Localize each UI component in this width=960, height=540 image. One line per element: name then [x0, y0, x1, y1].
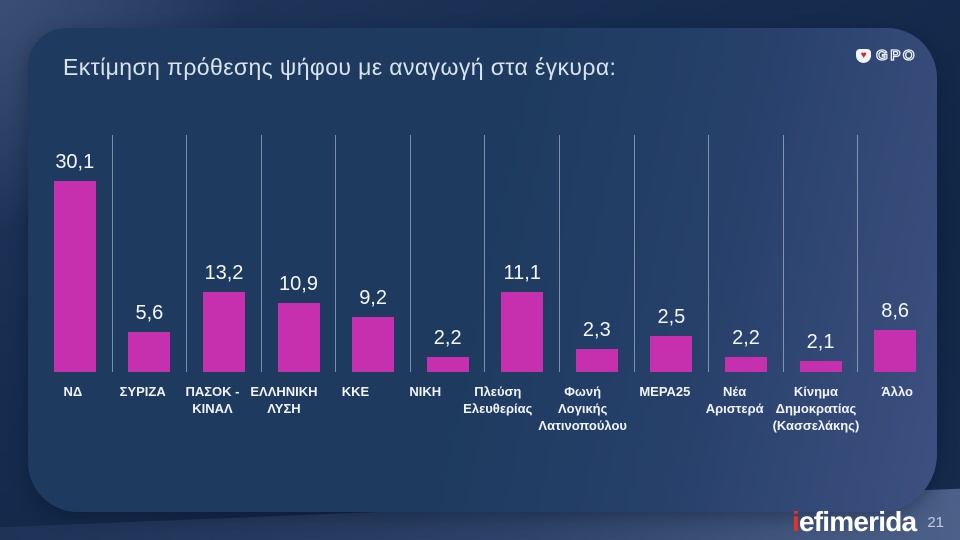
- chart-column: 30,1: [38, 135, 112, 372]
- category-label: ΠΑΣΟΚ - ΚΙΝΑΛ: [185, 384, 240, 416]
- page-number: 21: [927, 513, 944, 531]
- chart-column: 2,2: [409, 135, 485, 372]
- bar: [277, 303, 320, 372]
- bar-value-label: 10,9: [279, 273, 318, 295]
- bar: [650, 336, 693, 372]
- page-title: Εκτίμηση πρόθεσης ψήφου με αναγωγή στα έ…: [63, 54, 617, 80]
- bar: [352, 317, 395, 372]
- bar: [128, 332, 171, 372]
- chart-column: 9,2: [335, 135, 410, 372]
- bar-value-label: 30,1: [55, 151, 95, 173]
- category-label: Άλλο: [881, 384, 913, 399]
- bar-value-label: 13,2: [204, 262, 244, 284]
- category-label: Νέα Αριστερά: [705, 384, 764, 416]
- bar: [724, 357, 767, 372]
- bar-value-label: 5,6: [135, 302, 164, 324]
- chart-column: 8,6: [857, 135, 932, 372]
- bar: [501, 292, 544, 372]
- chart-column: 2,1: [782, 135, 858, 372]
- bar: [426, 357, 469, 372]
- bar-value-label: 2,2: [433, 327, 462, 349]
- category-label: ΚΚΕ: [341, 384, 370, 399]
- gpo-logo-text: GPO: [876, 46, 917, 64]
- heart-icon: ♥: [856, 48, 872, 63]
- category-label: Πλεύση Ελευθερίας: [463, 384, 533, 416]
- chart-column: 10,9: [260, 135, 336, 372]
- chart-panel: Εκτίμηση πρόθεσης ψήφου με αναγωγή στα έ…: [28, 28, 937, 512]
- chart-column: 11,1: [484, 135, 559, 372]
- bar-value-label: 2,3: [582, 319, 611, 341]
- bar-value-label: 2,1: [806, 331, 835, 353]
- iefimerida-logo: iefimerida: [792, 506, 917, 537]
- bar-value-label: 9,2: [359, 287, 387, 309]
- bar: [53, 181, 96, 372]
- category-label: ΝΙΚΗ: [409, 384, 442, 399]
- bar: [799, 361, 842, 372]
- chart-column: 2,3: [559, 135, 634, 372]
- bar-value-label: 11,1: [503, 262, 541, 284]
- bar: [575, 349, 618, 372]
- chart-column: 13,2: [186, 135, 261, 372]
- gpo-logo: ♥ GPO: [856, 46, 917, 65]
- bar-value-label: 2,5: [657, 306, 686, 328]
- iefimerida-logo-i: i: [792, 506, 800, 537]
- iefimerida-logo-rest: efimerida: [799, 506, 917, 537]
- chart-column: 5,6: [111, 135, 187, 372]
- bar-chart-plot: 30,1 5,6 13,2 10,9 9,2 2,2 11,1 2,3 2,5 2,2 2,1 8,6: [38, 135, 932, 372]
- bar-value-label: 8,6: [881, 300, 910, 322]
- category-label: Φωνή Λογικής Λατινοπούλου: [538, 384, 627, 433]
- category-label: ΜΕΡΑ25: [639, 384, 691, 399]
- category-label: ΝΔ: [63, 384, 83, 399]
- category-label: ΕΛΛΗΝΙΚΗ ΛΥΣΗ: [250, 384, 318, 416]
- chart-column: 2,2: [708, 135, 783, 372]
- footer: iefimerida 21: [792, 508, 944, 536]
- bar-value-label: 2,2: [732, 327, 760, 349]
- bar: [202, 292, 245, 372]
- bar: [874, 330, 917, 372]
- category-label: ΣΥΡΙΖΑ: [119, 384, 166, 399]
- category-label: Κίνημα Δημοκρατίας (Κασσελάκης): [772, 384, 860, 433]
- category-labels-row: ΝΔ ΣΥΡΙΖΑ ΠΑΣΟΚ - ΚΙΝΑΛ ΕΛΛΗΝΙΚΗ ΛΥΣΗ ΚΚΕ ΝΙΚ…: [38, 384, 932, 435]
- chart-column: 2,5: [633, 135, 709, 372]
